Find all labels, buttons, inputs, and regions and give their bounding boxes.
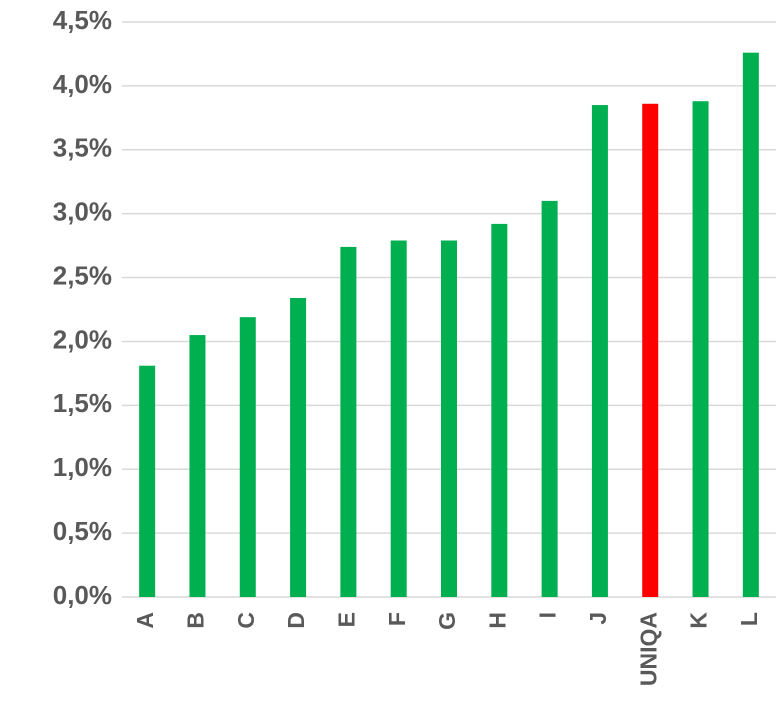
y-tick-label: 2,5% — [53, 260, 112, 290]
bar — [591, 105, 608, 598]
bar — [239, 317, 256, 597]
bar — [642, 103, 659, 598]
x-tick-label: A — [132, 612, 158, 629]
bar — [139, 365, 156, 597]
bar — [692, 101, 709, 597]
x-tick-label: L — [736, 612, 762, 626]
x-tick-label: J — [585, 612, 611, 625]
x-tick-label: G — [434, 612, 460, 630]
bar — [541, 200, 558, 597]
y-tick-label: 3,0% — [53, 197, 112, 227]
y-tick-label: 0,5% — [53, 516, 112, 546]
y-tick-label: 1,5% — [53, 388, 112, 418]
bar — [742, 52, 759, 597]
bar — [441, 240, 457, 597]
x-tick-label: H — [484, 612, 510, 629]
y-tick-label: 4,5% — [53, 5, 112, 35]
y-tick-label: 3,5% — [53, 133, 112, 163]
x-tick-label: E — [333, 612, 359, 627]
x-tick-label: F — [384, 612, 410, 626]
x-tick-label: C — [233, 612, 259, 629]
bar — [390, 240, 407, 597]
bar — [340, 246, 357, 597]
x-tick-label: I — [535, 612, 561, 618]
bar — [491, 223, 508, 597]
x-tick-label: B — [183, 612, 209, 629]
y-tick-label: 1,0% — [53, 452, 112, 482]
x-tick-label: K — [686, 612, 712, 629]
y-tick-label: 0,0% — [53, 580, 112, 610]
x-tick-label: UNIQA — [635, 612, 661, 686]
bar — [290, 298, 307, 597]
y-tick-label: 4,0% — [53, 69, 112, 99]
y-tick-label: 2,0% — [53, 324, 112, 354]
x-tick-label: D — [283, 612, 309, 629]
bar — [189, 335, 206, 597]
